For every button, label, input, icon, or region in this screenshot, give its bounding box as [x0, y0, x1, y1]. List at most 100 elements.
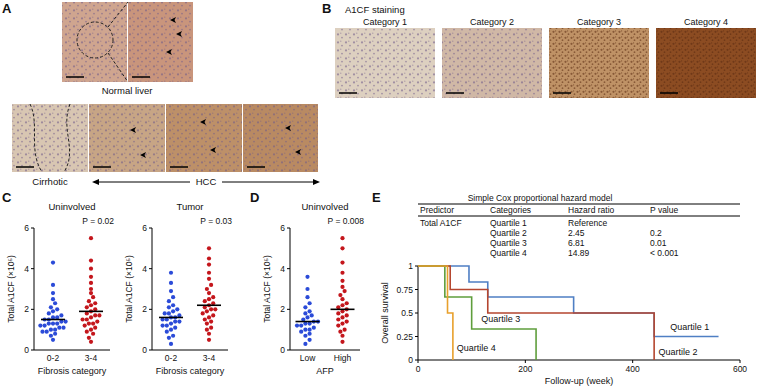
- p-value: P = 0.02: [82, 216, 114, 226]
- data-point: [51, 321, 55, 325]
- micrograph-texture: [166, 104, 242, 172]
- series-label: Quartile 3: [481, 314, 520, 324]
- data-point: [43, 324, 47, 328]
- data-point: [211, 313, 215, 317]
- micrograph: [656, 28, 756, 98]
- data-point: [47, 311, 51, 315]
- y-tick: [149, 350, 152, 351]
- table-header: Hazard ratio: [568, 205, 615, 215]
- table-cell: Reference: [568, 218, 607, 228]
- data-point: [303, 305, 307, 309]
- data-point: [89, 315, 93, 319]
- micrograph: [335, 28, 435, 98]
- x-tick-label: 3-4: [85, 353, 98, 363]
- data-point: [81, 317, 85, 321]
- arrowhead: [176, 31, 182, 37]
- data-point: [85, 330, 89, 334]
- data-point: [336, 311, 340, 315]
- y-tick: [415, 289, 418, 290]
- data-point: [303, 311, 307, 315]
- y-axis-label: Total A1CF (×10⁵): [6, 255, 16, 323]
- data-point: [91, 321, 95, 325]
- y-tick-label: 4: [280, 264, 285, 274]
- data-point: [51, 297, 55, 301]
- y-tick: [287, 350, 290, 351]
- zoom-circle: [77, 22, 113, 58]
- chart-title: Uninvolved: [302, 201, 349, 212]
- mean-line: [296, 321, 320, 323]
- data-point: [340, 321, 344, 325]
- data-point: [211, 295, 215, 299]
- scale-bar: [93, 166, 111, 168]
- chart-title: Tumor: [176, 201, 203, 212]
- series-label: Quartile 2: [658, 347, 697, 357]
- x-tick: [740, 360, 741, 363]
- data-point: [171, 309, 175, 313]
- panel-label: D: [250, 190, 259, 205]
- arrowhead: [130, 127, 136, 133]
- data-point: [340, 297, 344, 301]
- y-axis-label: Overall survival: [380, 282, 390, 344]
- plot-area: [418, 266, 719, 360]
- x-tick: [632, 360, 633, 363]
- x-tick-label: 200: [518, 364, 532, 374]
- arrowhead: [166, 49, 172, 55]
- data-point: [303, 342, 307, 346]
- data-point: [49, 305, 53, 309]
- x-axis: [418, 360, 740, 361]
- x-axis-label: Fibrosis category: [156, 366, 225, 376]
- scale-bar: [339, 92, 357, 94]
- data-point: [165, 324, 169, 328]
- table-cell: 2.45: [568, 228, 585, 238]
- y-axis: [34, 228, 35, 350]
- label-background: [190, 175, 222, 188]
- mean-line: [159, 317, 183, 319]
- table-cell: < 0.001: [650, 248, 679, 258]
- y-tick-label: 0: [24, 345, 29, 355]
- data-point: [169, 271, 173, 275]
- data-point: [89, 236, 93, 240]
- data-point: [51, 309, 55, 313]
- data-point: [205, 309, 209, 313]
- y-tick: [149, 228, 152, 229]
- data-point: [51, 260, 55, 264]
- arrowhead: [295, 149, 301, 155]
- data-point: [49, 334, 53, 338]
- data-point: [91, 332, 95, 336]
- data-point: [89, 267, 93, 271]
- x-axis-label: Follow-up (week): [545, 376, 614, 386]
- mean-line: [79, 311, 103, 313]
- x-axis: [152, 350, 228, 351]
- panel-label: A: [2, 1, 12, 16]
- data-point: [310, 313, 314, 317]
- arrowhead: [92, 179, 99, 185]
- x-tick: [525, 360, 526, 363]
- micrograph-texture: [549, 28, 649, 98]
- x-tick-label: 0: [416, 364, 421, 374]
- data-point: [345, 313, 349, 317]
- data-point: [336, 317, 340, 321]
- data-point: [57, 326, 61, 330]
- data-point: [93, 301, 97, 305]
- mean-line: [41, 319, 65, 321]
- chart-title: Uninvolved: [49, 201, 96, 212]
- data-point: [299, 330, 303, 334]
- data-point: [175, 307, 179, 311]
- micrograph: [549, 28, 649, 98]
- arrowhead: [210, 147, 216, 153]
- data-point: [55, 307, 59, 311]
- y-tick: [287, 228, 290, 229]
- data-point: [59, 313, 63, 317]
- x-tick-label: High: [334, 353, 352, 363]
- table-cell: 14.89: [568, 248, 590, 258]
- data-point: [336, 324, 340, 328]
- table-rule: [418, 216, 740, 217]
- y-tick: [31, 309, 34, 310]
- data-point: [89, 287, 93, 291]
- data-point: [89, 328, 93, 332]
- data-point: [167, 336, 171, 340]
- data-point: [49, 328, 53, 332]
- data-point: [38, 324, 42, 328]
- x-tick-label: 600: [733, 364, 747, 374]
- data-point: [305, 315, 309, 319]
